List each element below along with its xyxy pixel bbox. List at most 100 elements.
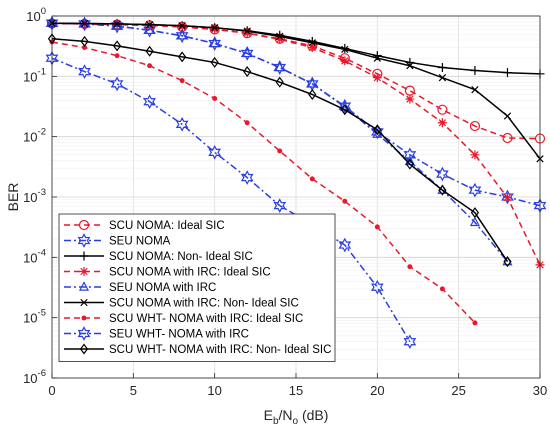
data-point-diamond-open: [145, 45, 154, 57]
data-point-dot: [179, 78, 185, 84]
data-point-triangle-open: [177, 30, 188, 40]
data-point-dot: [244, 120, 250, 126]
data-point-hexagram-open: [240, 170, 254, 185]
data-point-diamond-open: [340, 104, 349, 116]
data-point-cross: [341, 45, 349, 54]
x-tick-label: 20: [370, 383, 384, 398]
data-point-hexagram-open: [143, 94, 156, 110]
data-point-asterisk: [242, 28, 252, 38]
x-tick-label: 0: [48, 383, 55, 398]
data-point-plus: [470, 65, 480, 75]
data-point-cross: [113, 20, 121, 28]
legend-label: SCU NOMA with IRC: Ideal SIC: [109, 267, 271, 279]
data-point-circle-open: [469, 120, 481, 132]
data-point-cross: [211, 24, 219, 32]
legend-label: SEU WHT- NOMA with IRC: [109, 329, 249, 341]
data-point-asterisk: [79, 267, 89, 276]
data-point-asterisk: [307, 43, 317, 53]
data-point-diamond-open: [79, 343, 89, 355]
legend-entry: SCU NOMA: Non- Ideal SIC: [64, 251, 253, 263]
data-point-hexagram-open: [78, 16, 91, 32]
data-point-cross: [308, 39, 316, 47]
data-point-cross: [243, 27, 251, 35]
data-point-diamond-open: [178, 51, 187, 63]
data-point-diamond-open: [470, 207, 480, 219]
data-point-dot: [342, 198, 348, 204]
data-point-hexagram-open: [436, 166, 449, 182]
data-point-cross: [373, 54, 381, 62]
series-line: [51, 41, 476, 324]
x-tick-label: 10: [207, 383, 221, 398]
data-point-diamond-open: [373, 124, 382, 136]
data-point-hexagram-open: [370, 279, 384, 295]
data-point-diamond-open: [80, 35, 89, 47]
legend-label: SEU NOMA with IRC: [109, 282, 216, 294]
y-tick-label: 10-5: [23, 308, 46, 326]
data-point-hexagram-open: [501, 189, 514, 205]
data-point-asterisk: [340, 56, 350, 66]
data-point-hexagram-open: [240, 46, 254, 61]
data-point-triangle-open: [307, 78, 318, 88]
y-tick-label: 10-1: [23, 66, 46, 84]
data-point-hexagram-open: [143, 22, 156, 38]
data-point-triangle-open: [242, 47, 253, 58]
data-point-hexagram-open: [110, 76, 124, 92]
legend-label: SCU WHT- NOMA with IRC: Ideal SIC: [109, 313, 303, 325]
legend-entry: SEU NOMA with IRC: [64, 281, 216, 294]
data-point-dot: [114, 53, 120, 59]
data-point-cross: [80, 19, 89, 28]
y-axis-label: BER: [5, 183, 21, 212]
data-point-asterisk: [502, 193, 512, 203]
data-point-dot: [212, 95, 218, 101]
data-point-cross: [438, 74, 447, 82]
data-point-diamond-open: [438, 184, 447, 196]
data-point-asterisk: [177, 22, 187, 32]
data-point-dot: [472, 320, 478, 326]
data-point-circle-open: [437, 104, 448, 115]
x-tick-label: 30: [533, 383, 547, 398]
data-point-hexagram-open: [273, 198, 287, 213]
y-tick-label: 10-2: [23, 127, 46, 145]
data-point-cross: [406, 62, 414, 70]
data-point-dot: [82, 45, 88, 51]
data-point-asterisk: [372, 73, 382, 83]
data-point-hexagram-open: [175, 117, 189, 132]
data-point-hexagram-open: [78, 64, 91, 79]
data-point-cross: [145, 20, 154, 29]
series-6: [49, 39, 478, 326]
data-point-triangle-open: [78, 281, 90, 291]
data-point-dot: [147, 63, 153, 69]
legend: SCU NOMA: Ideal SIC SEU NOMA SCU NOMA: Non…: [58, 213, 336, 362]
data-point-hexagram-open: [208, 144, 222, 160]
data-point-diamond-open: [210, 56, 219, 68]
data-point-asterisk: [275, 34, 285, 44]
series-8: [47, 33, 512, 268]
data-point-triangle-open: [144, 24, 155, 35]
data-point-dot: [81, 315, 87, 321]
data-point-dot: [407, 264, 413, 270]
data-point-hexagram-open: [110, 18, 124, 34]
legend-box: [58, 213, 336, 362]
data-point-cross: [178, 22, 186, 30]
series-line: [51, 57, 411, 343]
data-point-dot: [439, 286, 445, 292]
legend-entry: SEU NOMA: [64, 233, 171, 248]
data-point-cross: [80, 298, 88, 307]
data-point-asterisk: [405, 94, 415, 104]
series-line: [51, 37, 509, 263]
y-tick-label: 10-6: [23, 368, 46, 386]
data-point-diamond-open: [243, 66, 252, 78]
x-tick-label: 15: [289, 383, 303, 398]
legend-entry: SCU NOMA: Ideal SIC: [64, 219, 225, 232]
data-point-asterisk: [470, 150, 480, 160]
data-point-plus: [437, 63, 447, 73]
legend-entry: SCU WHT- NOMA with IRC: Ideal SIC: [64, 313, 303, 325]
data-point-hexagram-open: [208, 36, 222, 51]
data-point-diamond-open: [405, 158, 414, 170]
x-tick-label: 5: [130, 383, 137, 398]
data-point-circle-open: [502, 132, 513, 144]
data-point-triangle-open: [372, 128, 383, 138]
y-tick-label: 10-3: [23, 187, 46, 205]
data-point-cross: [276, 32, 284, 41]
